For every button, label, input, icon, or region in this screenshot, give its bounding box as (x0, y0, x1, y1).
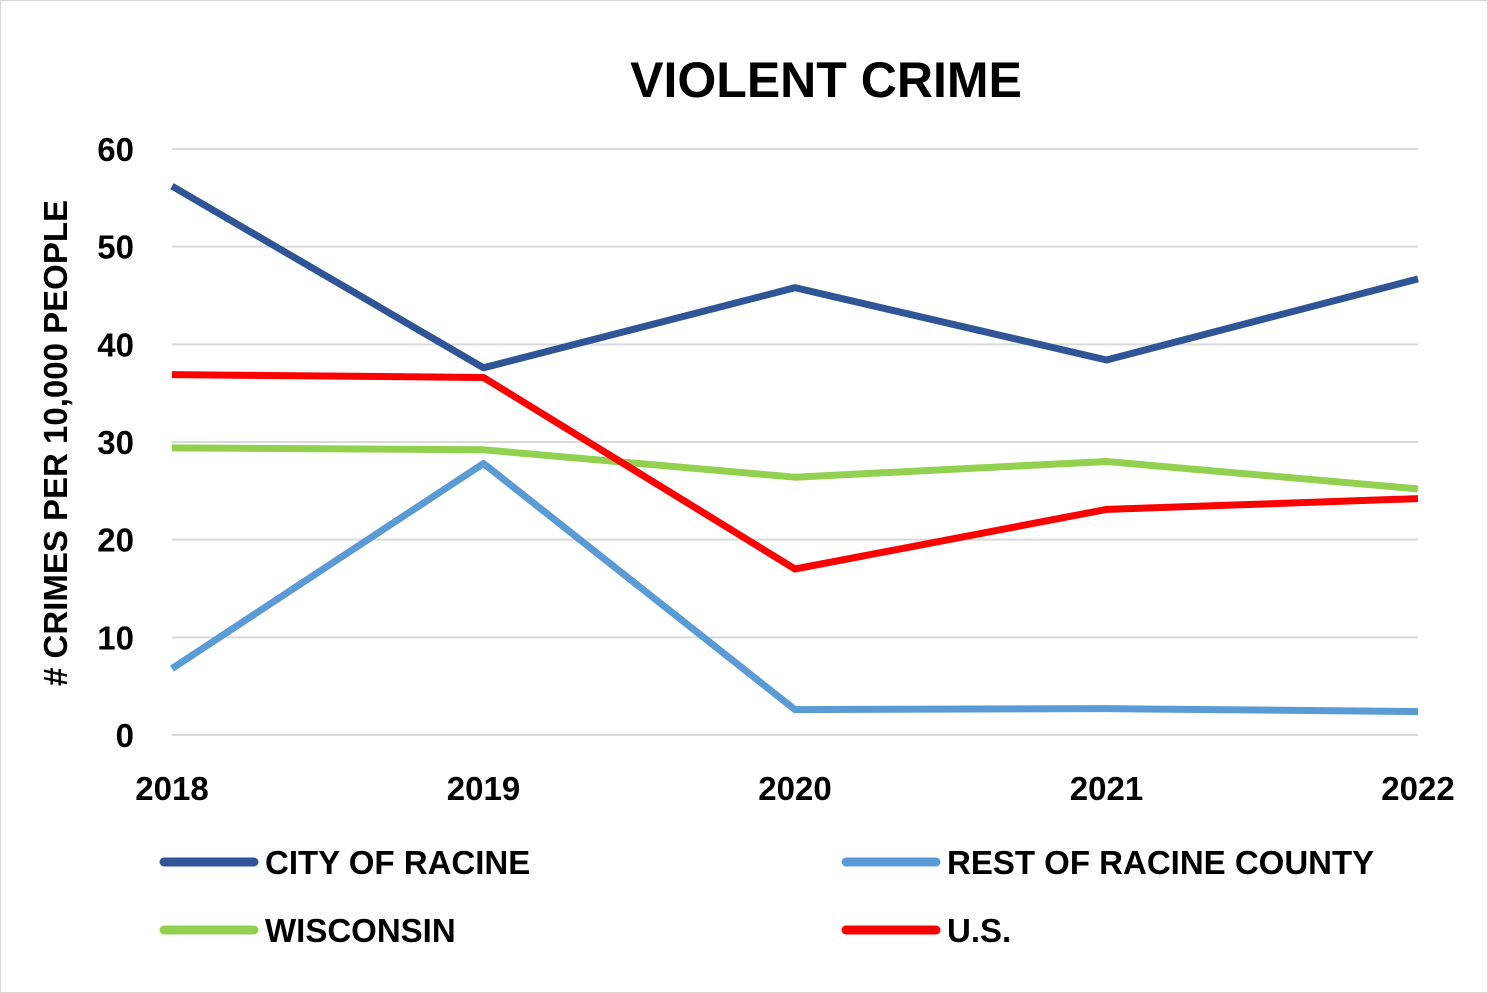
series-line-1 (170, 460, 1419, 716)
x-tick-label: 2020 (758, 770, 831, 807)
x-tick-label: 2021 (1070, 770, 1143, 807)
y-tick-label: 20 (97, 522, 134, 559)
x-axis-ticks: 2018 2019 2020 2021 2022 (135, 770, 1454, 807)
x-tick-label: 2018 (135, 770, 208, 807)
legend-label-2: WISCONSIN (265, 912, 456, 949)
series-line-0 (170, 183, 1419, 372)
x-tick-label: 2019 (447, 770, 520, 807)
y-tick-label: 50 (97, 229, 134, 266)
series-line-3 (171, 371, 1419, 573)
y-axis-label: # CRIMES PER 10,000 PEOPLE (37, 200, 74, 686)
legend-label-0: CITY OF RACINE (265, 844, 530, 881)
y-tick-label: 0 (116, 717, 134, 754)
y-tick-label: 40 (97, 326, 134, 363)
y-axis-ticks: 0 10 20 30 40 50 60 (97, 131, 134, 754)
series-line-2 (171, 444, 1419, 493)
series-lines (170, 183, 1419, 716)
y-tick-label: 60 (97, 131, 134, 168)
gridlines (172, 148, 1418, 736)
legend-label-1: REST OF RACINE COUNTY (947, 844, 1374, 881)
legend: CITY OF RACINE REST OF RACINE COUNTY WISCO… (159, 844, 1374, 949)
x-tick-label: 2022 (1381, 770, 1454, 807)
y-tick-label: 30 (97, 424, 134, 461)
legend-label-3: U.S. (947, 912, 1011, 949)
y-tick-label: 10 (97, 619, 134, 656)
chart-title: VIOLENT CRIME (630, 52, 1022, 108)
